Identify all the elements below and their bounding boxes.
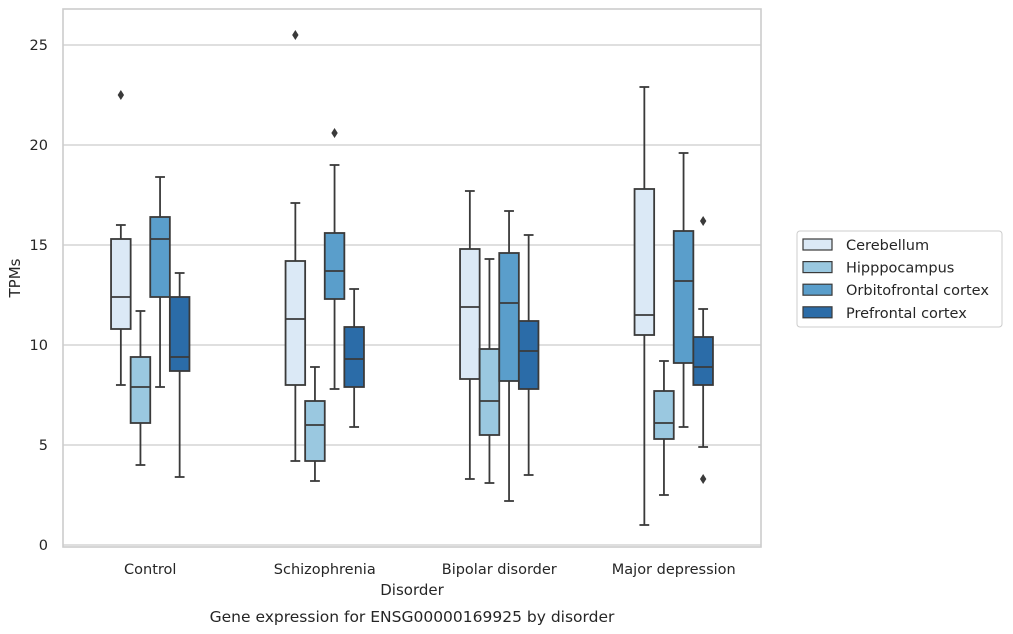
- legend: Cerebellum Hipppocampus Orbitofrontal cort…: [796, 230, 1003, 328]
- x-tick-label: Control: [124, 562, 176, 578]
- legend-label: Hipppocampus: [846, 261, 954, 277]
- box-iqr: [129, 356, 152, 424]
- box-cerebellum: [110, 90, 132, 386]
- box-cerebellum: [284, 30, 307, 462]
- y-tick-label: 10: [30, 338, 48, 354]
- y-tick-label: 25: [30, 38, 48, 54]
- y-tick-label: 0: [39, 538, 48, 554]
- box-prefrontal-cortex: [692, 216, 714, 484]
- box-iqr: [343, 326, 365, 388]
- x-axis-title: Disorder: [380, 581, 444, 599]
- outlier-point: [292, 30, 299, 40]
- legend-swatch: [802, 261, 833, 274]
- x-tick-label: Schizophrenia: [274, 562, 376, 578]
- box-iqr: [692, 336, 714, 386]
- outlier-point: [117, 90, 125, 100]
- box-prefrontal-cortex: [517, 234, 540, 476]
- box-iqr: [284, 260, 307, 386]
- box-iqr: [498, 252, 520, 382]
- box-prefrontal-cortex: [343, 288, 365, 428]
- legend-label: Prefrontal cortex: [846, 306, 967, 322]
- box-orbitofrontal-cortex: [498, 210, 520, 502]
- box-iqr: [653, 390, 675, 440]
- x-tick-label: Major depression: [612, 562, 736, 578]
- box-iqr: [478, 348, 501, 436]
- box-cerebellum: [459, 190, 481, 480]
- legend-frame: [796, 230, 1003, 328]
- plot-frame: [62, 8, 762, 548]
- box-iqr: [633, 188, 656, 336]
- box-iqr: [459, 248, 481, 380]
- box-iqr: [323, 232, 346, 300]
- box-orbitofrontal-cortex: [672, 152, 695, 428]
- y-tick-label: 20: [30, 138, 48, 154]
- box-hipppocampus: [304, 366, 326, 482]
- x-tick-label: Bipolar disorder: [442, 562, 557, 578]
- legend-swatch: [802, 283, 833, 296]
- outlier-point: [699, 216, 707, 226]
- box-hipppocampus: [129, 310, 152, 466]
- y-tick-labels: 0 5 10 15 20 25: [30, 38, 48, 554]
- legend-swatch: [802, 238, 833, 251]
- y-axis-title: TPMs: [6, 258, 24, 298]
- box-iqr: [517, 320, 540, 390]
- box-iqr: [168, 296, 191, 372]
- y-tick-label: 15: [30, 238, 48, 254]
- box-hipppocampus: [653, 360, 675, 496]
- box-orbitofrontal-cortex: [149, 176, 171, 388]
- legend-swatch: [802, 306, 833, 319]
- box-iqr: [304, 400, 326, 462]
- chart-caption: Gene expression for ENSG00000169925 by d…: [210, 608, 615, 626]
- outlier-point: [331, 128, 338, 138]
- box-hipppocampus: [478, 258, 501, 484]
- box-iqr: [149, 216, 171, 298]
- box-iqr: [110, 238, 132, 330]
- box-orbitofrontal-cortex: [323, 128, 346, 390]
- x-tick-labels: Control Schizophrenia Bipolar disorder Majo…: [124, 562, 736, 578]
- boxes: [110, 30, 714, 526]
- box-iqr: [672, 230, 695, 364]
- y-tick-label: 5: [39, 438, 48, 454]
- box-prefrontal-cortex: [168, 272, 191, 478]
- box-cerebellum: [633, 86, 656, 526]
- legend-label: Orbitofrontal cortex: [846, 283, 989, 299]
- outlier-point: [699, 474, 707, 484]
- legend-label: Cerebellum: [846, 238, 929, 254]
